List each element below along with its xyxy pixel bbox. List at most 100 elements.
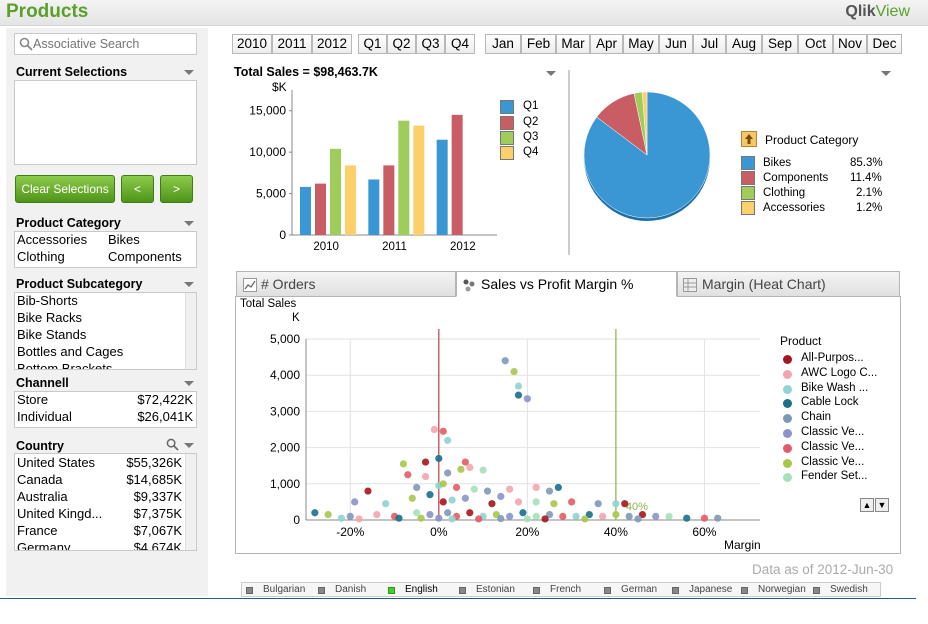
list-item[interactable]: Bike Racks [17, 310, 83, 325]
drill-up-icon[interactable] [741, 131, 757, 147]
month-button[interactable]: Dec [867, 34, 902, 54]
scatter-point [497, 514, 505, 523]
quarter-button[interactable]: Q1 [358, 34, 387, 54]
quarter-button[interactable]: Q2 [387, 34, 416, 54]
month-button[interactable]: Aug [726, 34, 762, 54]
chevron-down-icon[interactable] [546, 71, 556, 76]
language-indicator[interactable] [672, 587, 679, 594]
scrollbar[interactable] [185, 454, 196, 550]
language-indicator[interactable] [388, 587, 395, 594]
month-button[interactable]: Mar [556, 34, 590, 54]
search-icon[interactable] [166, 438, 179, 451]
language-indicator[interactable] [246, 587, 253, 594]
country-name[interactable]: Germany [17, 540, 71, 551]
chevron-down-icon[interactable] [881, 71, 891, 76]
language-option[interactable]: Swedish [830, 584, 868, 595]
quarter-button[interactable]: Q4 [445, 34, 475, 54]
scatter-point [514, 391, 523, 399]
back-button[interactable]: < [121, 175, 154, 203]
scatter-point [439, 427, 447, 435]
chevron-down-icon[interactable] [184, 443, 194, 448]
language-option[interactable]: Japanese [689, 584, 733, 595]
scatter-point [714, 514, 722, 522]
month-button[interactable]: Jul [693, 34, 726, 54]
legend-dot [783, 355, 792, 364]
list-item[interactable]: Bike Stands [17, 327, 87, 342]
language-option[interactable]: Estonian [476, 584, 515, 595]
forward-button[interactable]: > [160, 175, 193, 203]
language-indicator[interactable] [741, 587, 748, 594]
scroll-down-button[interactable]: ▼ [875, 498, 889, 512]
bar-ylabel: $K [272, 80, 287, 94]
product-category-listbox: Accessories Bikes Clothing Components [14, 231, 197, 268]
chevron-down-icon[interactable] [184, 70, 194, 75]
list-item[interactable]: Clothing [17, 249, 65, 264]
list-item[interactable]: Bikes [108, 232, 140, 247]
country-listbox: United States $55,326K Canada $14,685K A… [14, 453, 197, 551]
month-button[interactable]: Sep [762, 34, 798, 54]
scatter-point [510, 367, 518, 376]
scatter-point [355, 515, 363, 523]
tab-orders[interactable]: # Orders [236, 271, 456, 297]
scatter-point [426, 491, 434, 499]
scatter-point [421, 472, 430, 481]
language-option[interactable]: Danish [335, 584, 367, 595]
year-button[interactable]: 2011 [272, 34, 312, 54]
language-option[interactable]: Norwegian [758, 584, 806, 595]
month-button[interactable]: Nov [833, 34, 867, 54]
month-button[interactable]: May [623, 34, 659, 54]
scatter-chart: 5,000 4,000 3,000 2,000 1,000 0 -20% 0% 20% 40% 60… [270, 329, 760, 539]
language-option[interactable]: English [405, 584, 438, 595]
chevron-down-icon[interactable] [184, 221, 194, 226]
tab-margin-heat-chart[interactable]: Margin (Heat Chart) [677, 271, 900, 297]
scatter-point [448, 515, 456, 523]
month-button[interactable]: Feb [521, 34, 556, 54]
month-button[interactable]: Jun [659, 34, 693, 54]
channel-name[interactable]: Individual [17, 409, 72, 424]
country-name[interactable]: United States [17, 455, 96, 470]
country-name[interactable]: United Kingd... [17, 506, 103, 521]
language-option[interactable]: German [621, 584, 658, 595]
page-title: Products [6, 1, 89, 22]
scroll-up-button[interactable]: ▲ [860, 498, 874, 512]
legend-dot [783, 414, 792, 424]
scatter-point [523, 395, 531, 403]
month-button[interactable]: Apr [590, 34, 623, 54]
scatter-point [488, 500, 496, 508]
language-indicator[interactable] [459, 587, 466, 594]
language-indicator[interactable] [604, 587, 611, 594]
search-input[interactable] [33, 35, 193, 53]
language-indicator[interactable] [318, 587, 325, 594]
legend-label-q2: Q2 [523, 116, 539, 128]
search-box[interactable] [14, 33, 197, 55]
language-indicator[interactable] [813, 587, 820, 594]
list-item[interactable]: Components [108, 249, 182, 264]
tab-sales-vs-profit-margin[interactable]: Sales vs Profit Margin % [456, 271, 677, 297]
channel-listbox: Store $72,422K Individual $26,041K [14, 391, 197, 428]
list-item[interactable]: Bottom Brackets [17, 361, 113, 370]
year-button[interactable]: 2010 [232, 34, 272, 54]
scrollbar[interactable] [185, 293, 196, 369]
reference-line-label: 40% [626, 501, 648, 513]
month-button[interactable]: Jan [485, 34, 521, 54]
list-item[interactable]: Accessories [17, 232, 88, 247]
chevron-down-icon[interactable] [184, 381, 194, 386]
clear-selections-button[interactable]: Clear Selections [15, 175, 115, 203]
quarter-button[interactable]: Q3 [416, 34, 445, 54]
country-name[interactable]: France [17, 523, 58, 538]
channel-name[interactable]: Store [17, 392, 49, 407]
language-option[interactable]: Bulgarian [263, 584, 306, 595]
scatter-point [652, 512, 660, 520]
year-button[interactable]: 2012 [312, 34, 352, 54]
country-name[interactable]: Australia [17, 489, 68, 504]
language-option[interactable]: French [550, 584, 582, 595]
legend-label: Bike Wash ... [801, 381, 869, 394]
language-indicator[interactable] [533, 587, 540, 594]
scatter-point [364, 487, 372, 495]
month-button[interactable]: Oct [798, 34, 833, 54]
scatter-point [519, 509, 527, 517]
list-item[interactable]: Bib-Shorts [17, 293, 78, 308]
list-item[interactable]: Bottles and Cages [17, 344, 124, 359]
chevron-down-icon[interactable] [184, 282, 194, 287]
country-name[interactable]: Canada [17, 472, 63, 487]
